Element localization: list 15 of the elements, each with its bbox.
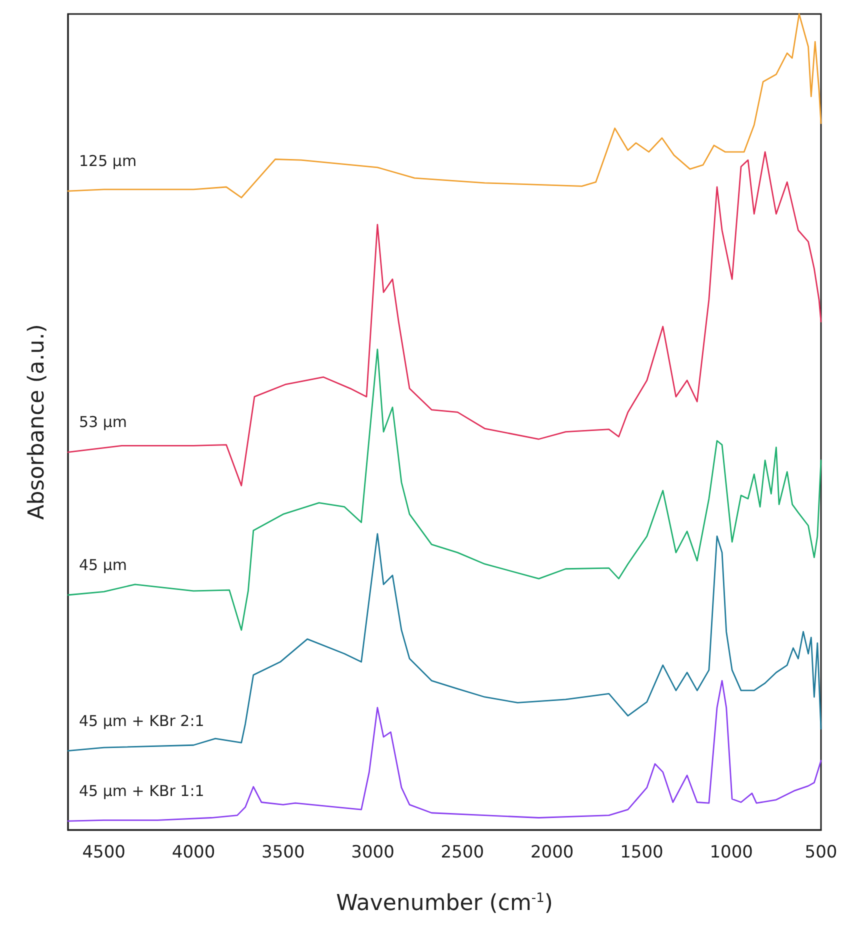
series-label: 45 μm + KBr 1:1 (79, 782, 204, 800)
x-tick-label: 4500 (82, 842, 126, 862)
series-label: 45 μm + KBr 2:1 (79, 712, 204, 730)
x-tick-label: 1500 (620, 842, 664, 862)
y-axis-title: Absorbance (a.u.) (24, 324, 50, 520)
series-label: 45 μm (79, 556, 128, 574)
series-label: 53 μm (79, 413, 128, 432)
x-tick-label: 500 (804, 842, 838, 862)
x-tick-label: 2500 (440, 842, 484, 862)
series-label: 125 μm (79, 152, 137, 170)
x-tick-label: 2000 (530, 842, 574, 862)
x-tick-label: 4000 (172, 842, 216, 862)
x-tick-label: 1000 (710, 842, 753, 862)
x-tick-label: 3000 (351, 842, 394, 862)
x-tick-label: 3500 (262, 842, 305, 862)
